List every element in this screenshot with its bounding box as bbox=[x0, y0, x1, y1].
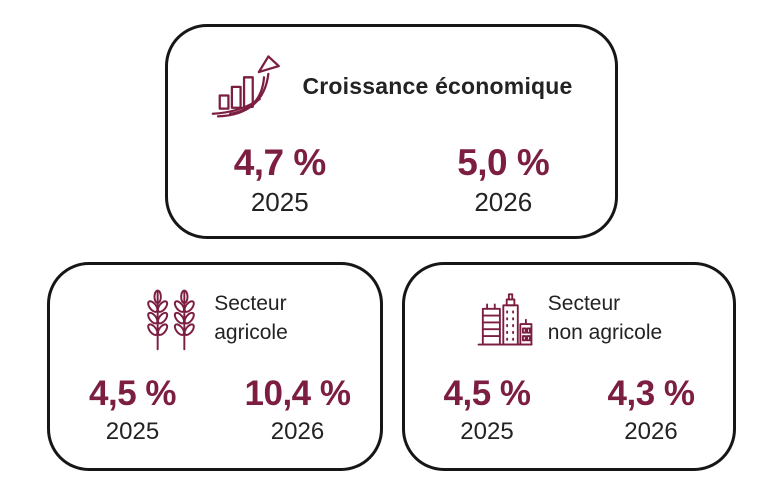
stat-value: 4,5 % bbox=[89, 374, 177, 413]
card-croissance-economique: Croissance économique 4,7 % 2025 5,0 % 2… bbox=[165, 24, 618, 239]
card-title-line1: Secteur bbox=[547, 292, 621, 316]
stat-2026: 5,0 % 2026 bbox=[392, 142, 616, 217]
stats-row: 4,7 % 2025 5,0 % 2026 bbox=[168, 142, 616, 217]
stat-value: 4,5 % bbox=[443, 374, 532, 413]
stats-row: 4,5 % 2025 4,3 % 2026 bbox=[405, 375, 733, 446]
stat-year: 2026 bbox=[474, 187, 533, 217]
stat-2025: 4,5 % 2025 bbox=[405, 375, 569, 446]
stat-year: 2025 bbox=[460, 418, 514, 445]
stat-year: 2026 bbox=[270, 418, 325, 445]
wheat-icon bbox=[142, 287, 200, 351]
stat-year: 2025 bbox=[105, 418, 160, 445]
card-title-line2: non agricole bbox=[547, 321, 663, 344]
stat-value: 10,4 % bbox=[244, 374, 351, 413]
card-header: Croissance économique bbox=[168, 53, 615, 119]
card-secteur-non-agricole: Secteur non agricole 4,5 % 2025 4,3 % 20… bbox=[402, 262, 736, 471]
stat-year: 2025 bbox=[250, 187, 309, 217]
card-secteur-agricole: Secteur agricole 4,5 % 2025 10,4 % 2026 bbox=[47, 262, 383, 471]
stat-value: 4,7 % bbox=[233, 142, 327, 183]
stat-2025: 4,5 % 2025 bbox=[50, 375, 215, 446]
card-title-line2: agricole bbox=[214, 321, 288, 344]
card-title: Secteur agricole bbox=[214, 290, 288, 348]
stat-2026: 4,3 % 2026 bbox=[569, 375, 733, 446]
stats-row: 4,5 % 2025 10,4 % 2026 bbox=[50, 375, 380, 446]
growth-chart-arrow-icon bbox=[210, 53, 292, 119]
stat-2025: 4,7 % 2025 bbox=[168, 142, 392, 217]
card-title-line1: Secteur bbox=[214, 292, 287, 316]
card-title: Secteur non agricole bbox=[548, 290, 662, 348]
city-buildings-icon bbox=[476, 287, 534, 351]
stat-year: 2026 bbox=[624, 418, 678, 445]
card-title: Croissance économique bbox=[302, 72, 573, 99]
card-header: Secteur agricole bbox=[50, 287, 380, 351]
stat-2026: 10,4 % 2026 bbox=[215, 375, 380, 446]
card-header: Secteur non agricole bbox=[405, 287, 733, 351]
stat-value: 4,3 % bbox=[607, 374, 696, 413]
stat-value: 5,0 % bbox=[457, 142, 550, 183]
